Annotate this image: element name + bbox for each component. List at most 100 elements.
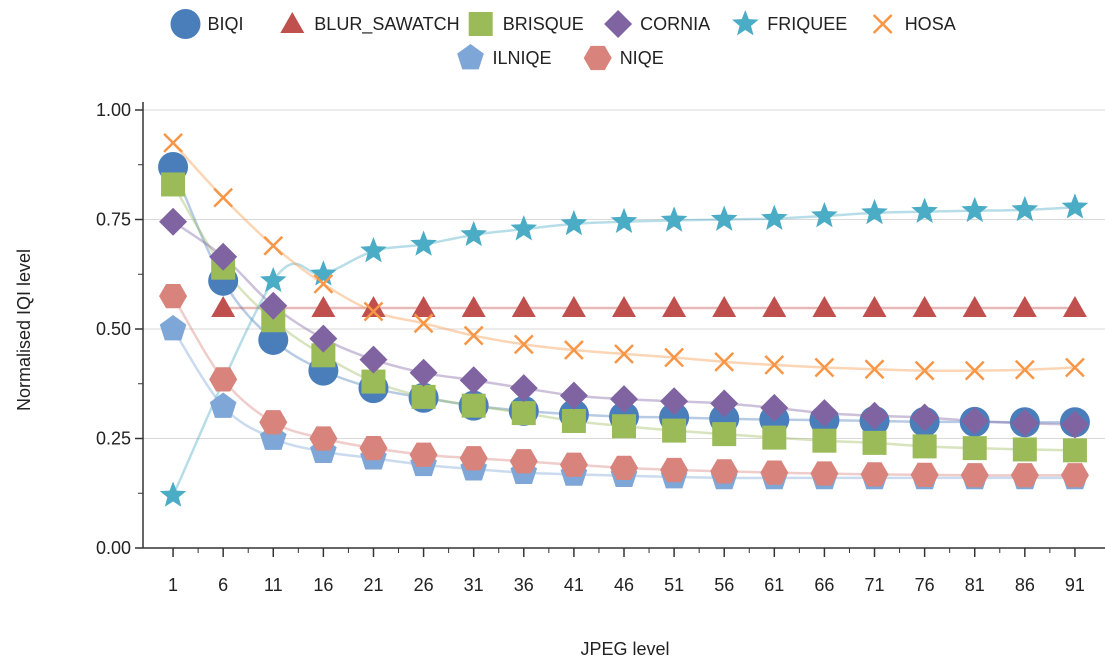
legend-label: FRIQUEE <box>767 14 847 34</box>
x-tick-label: 71 <box>865 575 885 595</box>
point-blur-sawatch <box>211 295 236 317</box>
point-blur-sawatch <box>762 295 787 317</box>
marker-shape <box>612 295 636 317</box>
point-blur-sawatch <box>612 295 636 317</box>
point-cornia <box>660 387 689 416</box>
x-tick-label: 81 <box>965 575 985 595</box>
point-blur-sawatch <box>712 295 737 317</box>
point-niqe <box>810 461 839 486</box>
point-hosa <box>263 235 284 256</box>
marker-shape <box>1010 463 1039 488</box>
x-tick-label: 76 <box>915 575 935 595</box>
x-tick-label: 61 <box>764 575 784 595</box>
marker-shape <box>1012 295 1037 317</box>
legend-marker-hosa <box>872 14 893 34</box>
x-axis-title: JPEG level <box>580 639 669 659</box>
point-friquee <box>710 205 738 231</box>
point-niqe <box>359 436 388 461</box>
x-tick-label: 86 <box>1015 575 1035 595</box>
x-tick-label: 21 <box>363 575 383 595</box>
marker-shape <box>1014 359 1035 380</box>
axis-layer: 0.000.250.500.751.001 6 11 16 21 26 31 36 41 46 51… <box>96 100 1105 595</box>
legend-item-brisque: BRISQUE <box>468 12 584 36</box>
marker-shape <box>860 401 889 430</box>
x-tick-label: 26 <box>414 575 434 595</box>
marker-shape <box>811 202 838 228</box>
marker-shape <box>710 389 739 418</box>
marker-shape <box>309 426 338 451</box>
marker-shape <box>712 422 737 447</box>
marker-shape <box>509 374 538 403</box>
point-cornia <box>960 406 989 435</box>
marker-shape <box>211 295 236 317</box>
y-tick-label: 0.75 <box>96 210 131 230</box>
marker-shape <box>1011 195 1039 222</box>
point-blur-sawatch <box>862 295 887 317</box>
point-ilniqe <box>159 315 187 341</box>
marker-shape <box>660 457 689 483</box>
point-friquee <box>410 230 437 256</box>
marker-shape <box>960 463 989 488</box>
point-hosa <box>363 301 384 322</box>
point-niqe <box>910 462 939 487</box>
point-niqe <box>459 446 488 471</box>
legend-item-friquee: FRIQUEE <box>731 10 847 36</box>
marker-shape <box>812 428 837 453</box>
marker-shape <box>764 355 785 375</box>
point-friquee <box>961 196 989 223</box>
marker-shape <box>912 434 937 459</box>
marker-shape <box>604 10 633 38</box>
marker-shape <box>862 295 887 317</box>
marker-shape <box>511 401 536 426</box>
marker-shape <box>561 295 586 317</box>
marker-shape <box>664 347 684 368</box>
marker-shape <box>810 461 839 486</box>
marker-shape <box>259 266 287 293</box>
marker-shape <box>359 436 388 461</box>
point-cornia <box>610 385 638 414</box>
point-friquee <box>911 197 938 223</box>
marker-shape <box>159 207 188 236</box>
marker-shape <box>760 393 789 422</box>
marker-shape <box>313 274 334 294</box>
marker-shape <box>561 408 586 433</box>
point-niqe <box>760 460 789 485</box>
legend-item-ilniqe: ILNIQE <box>457 44 552 70</box>
marker-shape <box>762 425 787 450</box>
marker-shape <box>559 381 588 410</box>
marker-shape <box>911 197 938 223</box>
legend-marker-blur-sawatch <box>280 12 305 33</box>
point-brisque <box>962 436 987 461</box>
x-tick-label: 66 <box>814 575 834 595</box>
point-blur-sawatch <box>962 295 987 317</box>
point-brisque <box>561 408 586 433</box>
marker-shape <box>610 455 638 480</box>
marker-shape <box>213 187 234 208</box>
marker-shape <box>712 295 737 317</box>
marker-shape <box>961 196 989 223</box>
point-brisque <box>1012 437 1037 462</box>
point-friquee <box>811 202 838 228</box>
point-blur-sawatch <box>411 295 436 317</box>
point-niqe <box>309 426 338 451</box>
point-cornia <box>409 358 438 387</box>
marker-shape <box>583 45 612 71</box>
point-hosa <box>413 313 434 334</box>
legend-label: BLUR_SAWATCH <box>314 14 459 35</box>
marker-shape <box>560 209 588 236</box>
marker-shape <box>259 291 288 320</box>
point-friquee <box>510 215 538 241</box>
point-niqe <box>559 452 588 477</box>
marker-shape <box>1062 295 1087 317</box>
point-hosa <box>964 360 985 381</box>
point-friquee <box>259 266 287 293</box>
point-niqe <box>960 463 989 488</box>
point-brisque <box>712 422 737 447</box>
legend-label: BRISQUE <box>503 14 584 34</box>
point-blur-sawatch <box>311 295 336 317</box>
marker-shape <box>359 345 388 374</box>
marker-shape <box>459 366 488 395</box>
x-tick-label: 1 <box>168 575 178 595</box>
point-blur-sawatch <box>511 295 536 317</box>
